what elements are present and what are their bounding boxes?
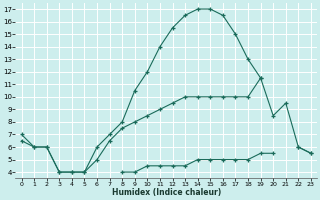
- X-axis label: Humidex (Indice chaleur): Humidex (Indice chaleur): [112, 188, 221, 197]
